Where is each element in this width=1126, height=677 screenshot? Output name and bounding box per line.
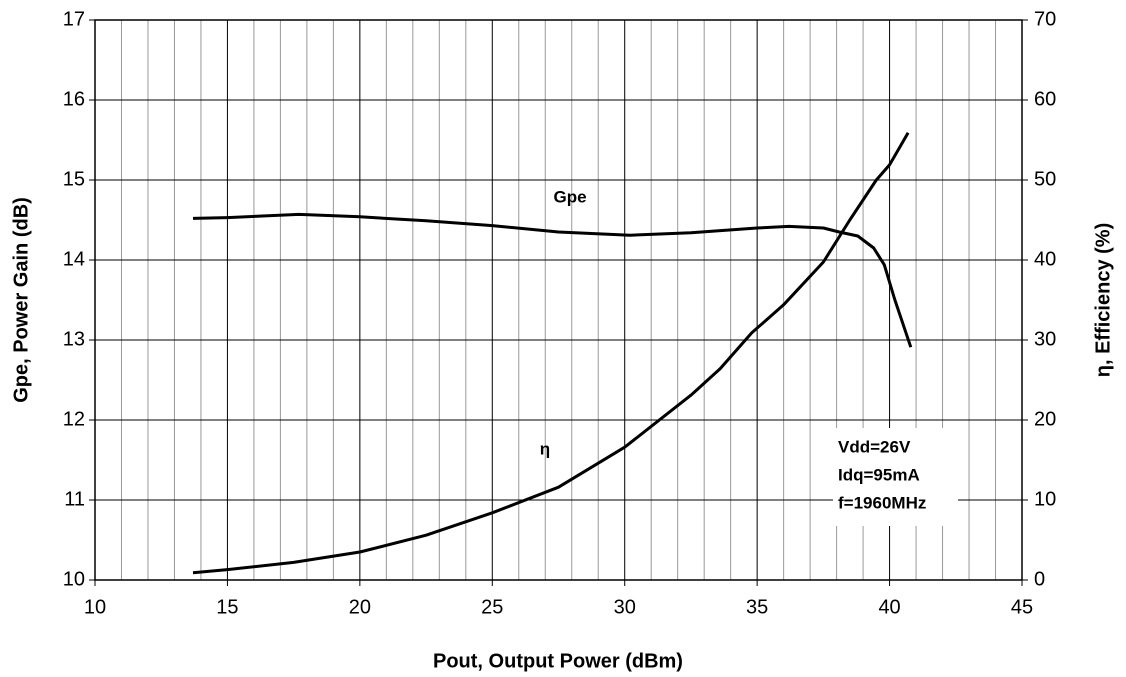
y-tick-label: 14: [63, 248, 85, 270]
y-tick-label: 15: [63, 168, 85, 190]
y-tick-label: 17: [63, 8, 85, 30]
x-tick-label: 25: [481, 596, 503, 618]
x-axis-label: Pout, Output Power (dBm): [433, 650, 683, 672]
y2-tick-label: 50: [1034, 168, 1056, 190]
conditions-box: [833, 428, 958, 526]
y2-tick-label: 0: [1034, 568, 1045, 590]
y-tick-label: 11: [64, 488, 85, 510]
y2-tick-label: 60: [1034, 88, 1056, 110]
x-tick-label: 40: [878, 596, 900, 618]
y2-tick-label: 70: [1034, 8, 1056, 30]
condition-text: Idq=95mA: [838, 465, 920, 484]
y-tick-label: 10: [63, 568, 85, 590]
y2-tick-label: 10: [1034, 488, 1056, 510]
y2-tick-label: 30: [1034, 328, 1056, 350]
y-tick-label: 12: [63, 408, 85, 430]
condition-text: f=1960MHz: [838, 493, 926, 512]
x-tick-label: 10: [84, 596, 106, 618]
condition-text: Vdd=26V: [838, 437, 911, 456]
y-tick-label: 16: [63, 88, 85, 110]
y-tick-label: 13: [63, 328, 85, 350]
plot-frame: [94, 19, 1023, 581]
x-tick-label: 35: [746, 596, 768, 618]
x-tick-label: 15: [216, 596, 238, 618]
series-label: Gpe: [553, 187, 586, 206]
y-axis-label: Gpe, Power Gain (dB): [10, 197, 32, 403]
x-tick-label: 45: [1011, 596, 1033, 618]
grid: [89, 19, 1028, 586]
series-label: η: [540, 439, 550, 458]
y2-axis-label: η, Efficiency (%): [1092, 223, 1114, 377]
y2-tick-label: 20: [1034, 408, 1056, 430]
x-tick-label: 20: [349, 596, 371, 618]
x-tick-label: 30: [614, 596, 636, 618]
y2-tick-label: 40: [1034, 248, 1056, 270]
series-line: [192, 212, 913, 348]
series-line: [192, 132, 910, 575]
marks: [192, 132, 913, 575]
